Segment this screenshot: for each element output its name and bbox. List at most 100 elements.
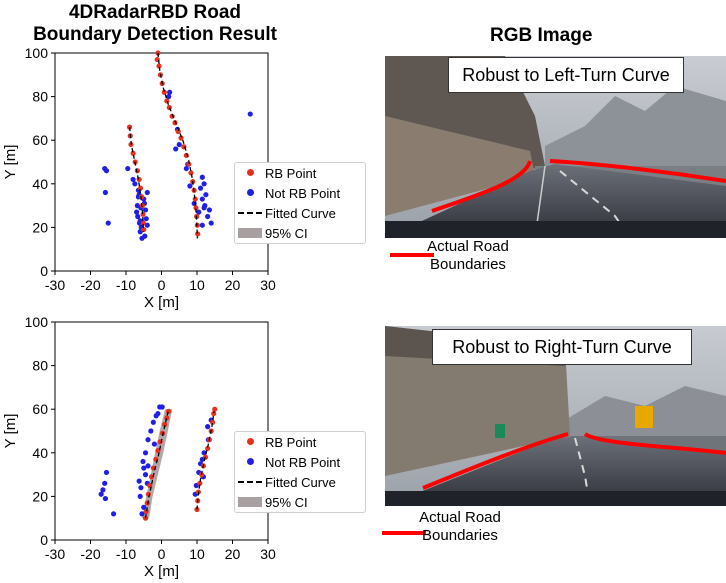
not-rb-point xyxy=(105,220,111,226)
not-rb-point xyxy=(144,189,150,196)
not-rb-point xyxy=(136,192,142,198)
fitted-curve xyxy=(144,409,170,519)
legend-label: RB Point xyxy=(265,165,317,181)
rb-point xyxy=(139,194,145,200)
not-rb-point xyxy=(153,413,159,419)
rb-point xyxy=(195,498,201,504)
not-rb-point xyxy=(174,126,181,132)
rb-point xyxy=(164,415,170,421)
not-rb-point xyxy=(167,89,173,95)
rb-point xyxy=(195,489,202,495)
not-rb-point xyxy=(197,461,204,467)
not-rb-point xyxy=(199,196,205,202)
rb-point xyxy=(191,187,197,193)
rb-point xyxy=(194,213,200,220)
legend-item-fitted: Fitted Curve xyxy=(235,472,365,492)
not-rb-point xyxy=(140,458,146,465)
not-rb-point xyxy=(141,196,147,202)
x-tick-label: 30 xyxy=(260,277,276,293)
fitted-curve xyxy=(157,52,199,239)
rb-point xyxy=(166,104,172,111)
not-rb-point xyxy=(201,181,207,187)
not-rb-marker-icon xyxy=(247,458,254,465)
not-rb-point xyxy=(159,404,165,410)
not-rb-point xyxy=(132,181,138,187)
not-rb-point xyxy=(100,487,106,493)
not-rb-point xyxy=(138,224,144,230)
rb-point xyxy=(137,185,144,191)
not-rb-point xyxy=(187,183,193,189)
rb-point xyxy=(166,408,172,414)
not-rb-point xyxy=(205,424,211,430)
rb-point xyxy=(159,430,166,436)
rb-point xyxy=(175,128,181,135)
rb-point xyxy=(194,506,200,513)
x-tick-label: -10 xyxy=(116,546,136,562)
rb-point xyxy=(127,133,133,139)
not-rb-point xyxy=(143,216,149,222)
rb-point xyxy=(210,419,216,425)
legend-label: 95% CI xyxy=(265,494,308,510)
road-boundary-legend-bottom: Actual Road Boundaries xyxy=(382,509,512,549)
not-rb-point xyxy=(135,194,142,200)
not-rb-point xyxy=(201,450,207,456)
rb-point xyxy=(161,89,167,95)
rb-point xyxy=(140,220,146,226)
not-rb-point xyxy=(135,213,141,220)
rb-point xyxy=(142,515,149,521)
not-rb-point xyxy=(173,146,179,152)
road-legend-line-2: Boundaries xyxy=(430,256,506,273)
rb-point xyxy=(128,141,134,148)
not-rb-point xyxy=(206,207,213,213)
y-tick-label: 80 xyxy=(32,89,48,105)
not-rb-point xyxy=(137,218,143,224)
not-rb-point xyxy=(199,456,205,462)
rb-point xyxy=(181,144,187,150)
not-rb-point xyxy=(150,419,156,425)
not-rb-point xyxy=(145,437,151,443)
right-figure-title: RGB Image xyxy=(490,25,593,46)
red-line-icon xyxy=(382,531,426,535)
legend-label: Fitted Curve xyxy=(265,205,336,221)
rb-point xyxy=(197,480,203,486)
not-rb-point xyxy=(102,495,109,502)
not-rb-point xyxy=(98,491,104,497)
rb-point xyxy=(150,465,156,471)
legend-label: Not RB Point xyxy=(265,185,341,201)
rb-point xyxy=(202,454,209,460)
rb-point xyxy=(156,63,162,69)
x-tick-label: 30 xyxy=(260,546,276,562)
photo-caption-left-turn: Robust to Left-Turn Curve xyxy=(448,57,684,93)
not-rb-point xyxy=(144,222,150,228)
photo-caption-right-turn: Robust to Right-Turn Curve xyxy=(432,329,692,365)
legend-item-not-rb: Not RB Point xyxy=(235,183,365,203)
dashed-line-icon xyxy=(238,212,262,214)
rb-point xyxy=(159,80,165,87)
not-rb-point xyxy=(201,205,207,211)
not-rb-point xyxy=(148,428,154,434)
not-rb-point xyxy=(196,209,202,215)
rb-point xyxy=(192,196,198,202)
rb-point xyxy=(136,176,142,183)
legend-item-not-rb: Not RB Point xyxy=(235,452,365,472)
not-rb-point xyxy=(103,469,110,476)
rb-point xyxy=(208,428,214,434)
y-tick-label: 100 xyxy=(25,314,49,330)
not-rb-point xyxy=(196,469,202,476)
rb-point xyxy=(178,135,184,141)
rb-point xyxy=(162,421,168,428)
y-tick-label: 40 xyxy=(32,445,48,461)
not-rb-point xyxy=(247,111,253,117)
not-rb-point xyxy=(137,493,143,499)
not-rb-point xyxy=(102,165,108,172)
not-rb-point xyxy=(141,504,147,510)
red-line-icon xyxy=(390,253,434,257)
x-tick-label: -30 xyxy=(45,546,65,562)
road-legend-line-1: Actual Road xyxy=(419,509,501,526)
rb-point xyxy=(172,120,178,126)
rb-point xyxy=(154,56,160,63)
road-boundary-legend-top: Actual Road Boundaries xyxy=(390,238,520,278)
legend-item-rb: RB Point xyxy=(235,432,365,452)
y-tick-label: 20 xyxy=(32,219,48,235)
not-rb-point xyxy=(203,192,209,198)
